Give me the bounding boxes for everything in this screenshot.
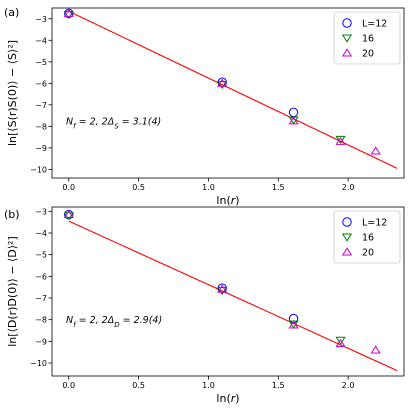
y-tick-label: −4 xyxy=(35,229,47,238)
data-point xyxy=(335,338,346,347)
y-tick-label: −8 xyxy=(35,122,47,131)
legend-label: 16 xyxy=(362,233,374,244)
fit-line xyxy=(68,10,398,169)
plot-frame xyxy=(51,7,405,179)
data-point xyxy=(335,136,346,145)
data-point xyxy=(63,11,74,20)
y-tick-label: −7 xyxy=(35,294,47,303)
x-axis-label: ln(r) xyxy=(216,194,239,207)
panel-label: (a) xyxy=(4,6,19,19)
legend-label: 20 xyxy=(362,49,374,60)
chart-panel-b: (b) 0.0 0.5 1.0 1.5 2.0 −3 −4 −5 −6 −7 −8 −9 −10 ln(r)… xyxy=(4,206,405,405)
data-point xyxy=(217,78,228,87)
annotation: Nf = 2, 2ΔD = 2.9(4) xyxy=(66,315,162,329)
x-axis-label: ln(r) xyxy=(216,392,239,405)
data-point xyxy=(63,209,74,219)
x-tick-label: 2.0 xyxy=(342,183,355,192)
y-tick-label: −3 xyxy=(35,207,47,216)
data-point xyxy=(370,146,381,155)
x-tick-label: 0.5 xyxy=(132,183,145,192)
data-point xyxy=(335,336,346,345)
data-point xyxy=(63,8,74,17)
data-point xyxy=(288,313,299,324)
y-tick-label: −8 xyxy=(35,316,47,325)
x-tick-label: 1.0 xyxy=(202,183,215,192)
fit-line xyxy=(68,220,398,372)
legend-label: 16 xyxy=(362,34,374,45)
y-tick-label: −3 xyxy=(35,15,47,24)
y-axis-label: ln[⟨D(r)D(0)⟩ − ⟨D⟩²] xyxy=(6,236,19,347)
y-tick-label: −10 xyxy=(30,165,47,174)
data-point xyxy=(217,284,228,293)
x-tick-label: 2.0 xyxy=(342,381,355,390)
data-point xyxy=(288,320,299,329)
data-point xyxy=(288,116,299,125)
legend-label: L=12 xyxy=(362,19,387,30)
data-point xyxy=(370,345,381,354)
x-tick-label: 0.5 xyxy=(132,381,145,390)
legend-marker xyxy=(342,217,352,227)
legend-label: 20 xyxy=(362,248,374,259)
chart-panel-a: (a) 0.0 0.5 1.0 1.5 2.0 −3 −4 −5 −6 −7 −8 −9 −10 ln(r)… xyxy=(4,6,405,207)
y-tick-label: −7 xyxy=(35,101,47,110)
x-tick-label: 1.0 xyxy=(202,381,215,390)
x-tick-label: 0.0 xyxy=(62,183,75,192)
y-tick-label: −9 xyxy=(35,144,47,153)
x-tick-label: 0.0 xyxy=(62,381,75,390)
y-tick-label: −5 xyxy=(35,58,47,67)
data-point xyxy=(288,107,299,118)
y-tick-label: −4 xyxy=(35,36,47,45)
y-tick-label: −5 xyxy=(35,251,47,260)
y-tick-label: −10 xyxy=(30,359,47,368)
legend-label: L=12 xyxy=(362,218,387,229)
legend-marker xyxy=(341,233,353,242)
panel-label: (b) xyxy=(4,208,20,221)
x-tick-label: 1.5 xyxy=(272,183,285,192)
legend-marker xyxy=(342,18,352,28)
data-point xyxy=(217,80,228,90)
data-point xyxy=(217,286,228,296)
legend-marker xyxy=(341,247,353,256)
x-tick-label: 1.5 xyxy=(272,381,285,390)
annotation: Nf = 2, 2ΔS = 3.1(4) xyxy=(66,116,161,130)
y-tick-label: −9 xyxy=(35,337,47,346)
y-tick-label: −6 xyxy=(35,79,47,88)
y-tick-label: −6 xyxy=(35,272,47,281)
y-axis-label: ln[⟨S(r)S(0)⟩ − ⟨S⟩²] xyxy=(6,40,19,146)
legend-marker xyxy=(341,48,353,57)
data-point xyxy=(335,135,346,144)
plot-frame xyxy=(51,206,405,377)
data-point xyxy=(63,212,74,221)
legend-marker xyxy=(341,34,353,43)
